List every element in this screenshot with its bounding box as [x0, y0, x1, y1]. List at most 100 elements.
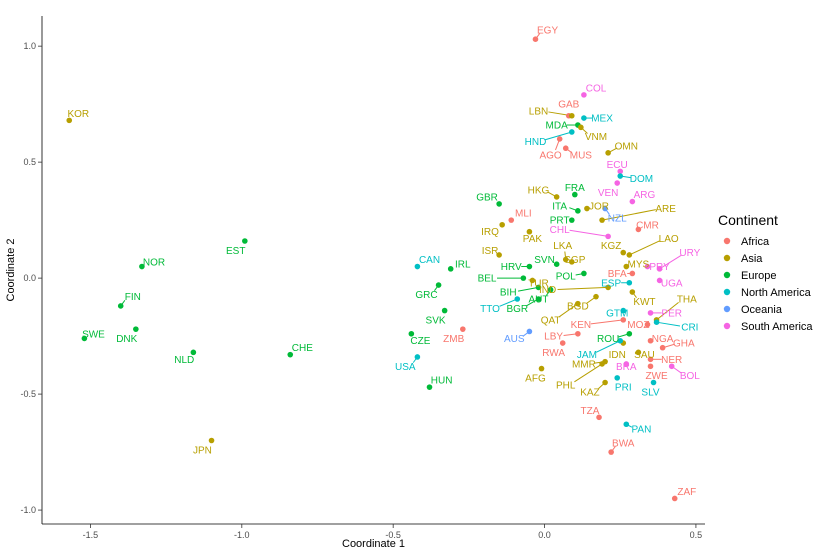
point-label-bgd: BGD	[567, 301, 589, 312]
point-label-can: CAN	[419, 255, 440, 266]
data-points	[66, 36, 678, 502]
point-label-zaf: ZAF	[677, 487, 696, 498]
data-point-egy	[532, 36, 539, 42]
point-label-tza: TZA	[581, 406, 600, 417]
data-point-mli	[508, 217, 515, 223]
data-point-omn	[605, 150, 611, 156]
data-point-ind	[605, 284, 611, 291]
data-point-ner	[647, 356, 654, 363]
point-label-nld: NLD	[174, 355, 194, 366]
point-label-mmr: MMR	[572, 359, 596, 370]
point-label-ken: KEN	[571, 320, 592, 331]
data-point-kgz	[620, 249, 627, 256]
point-label-gtm: GTM	[606, 308, 628, 319]
x-tick-label: -1.0	[234, 530, 250, 540]
data-point-mus	[562, 145, 569, 152]
data-point-nzl	[602, 205, 608, 212]
point-label-bra: BRA	[616, 362, 637, 373]
data-point-kwt	[629, 289, 636, 295]
legend-swatch	[723, 288, 731, 296]
data-point-svk	[441, 307, 448, 314]
data-point-ecu	[617, 168, 624, 175]
y-tick-label: -1.0	[20, 505, 36, 515]
data-point-bgd	[593, 293, 599, 300]
point-label-mda: MDA	[546, 121, 569, 132]
point-label-pak: PAK	[523, 234, 543, 245]
data-point-prt	[568, 217, 575, 223]
legend-entry-label: North America	[741, 287, 812, 299]
point-label-zwe: ZWE	[645, 371, 668, 382]
data-point-are	[599, 217, 605, 223]
point-label-afg: AFG	[525, 373, 546, 384]
point-label-pan: PAN	[632, 424, 652, 435]
data-point-bih	[535, 284, 542, 291]
point-label-bih: BIH	[500, 288, 517, 299]
point-label-lka: LKA	[553, 241, 572, 252]
point-label-moz: MOZ	[627, 320, 649, 331]
point-label-mys: MYS	[628, 260, 650, 271]
data-point-sau	[635, 349, 642, 356]
data-point-rwa	[559, 340, 566, 346]
data-point-hun	[426, 384, 433, 390]
legend: Continent Africa Asia Europe North America O…	[718, 212, 813, 333]
x-tick-label: 0.0	[538, 530, 551, 540]
x-tick-label: 0.5	[690, 530, 703, 540]
point-label-sau: SAU	[634, 350, 655, 361]
data-point-bra	[623, 361, 630, 367]
y-ticks: -1.0 -0.5 0.0 0.5 1.0	[20, 41, 42, 515]
data-point-uga	[656, 277, 663, 284]
point-label-ecu: ECU	[607, 160, 628, 171]
point-label-idn: IDN	[609, 350, 626, 361]
data-point-bel	[520, 275, 527, 281]
data-point-jor	[584, 205, 590, 212]
point-label-gab: GAB	[558, 100, 579, 111]
x-tick-label: -1.5	[83, 530, 99, 540]
point-label-qat: QAT	[541, 315, 561, 326]
y-tick-label: 0.5	[23, 157, 36, 167]
point-label-kgz: KGZ	[601, 241, 622, 252]
data-point-can	[414, 263, 421, 270]
legend-swatch	[723, 237, 731, 245]
data-point-est	[242, 238, 248, 244]
point-label-tur: TUR	[528, 278, 549, 289]
data-point-ury	[656, 266, 663, 272]
data-point-zmb	[460, 326, 466, 332]
point-label-grc: GRC	[415, 290, 437, 301]
data-point-aut	[547, 286, 554, 293]
data-point-dom	[617, 173, 624, 179]
data-point-bgr	[535, 296, 542, 302]
point-label-slv: SLV	[641, 387, 659, 398]
leader-line	[545, 131, 572, 141]
data-point-lbn	[568, 112, 575, 119]
data-point-qat	[575, 300, 581, 307]
point-label-pol: POL	[556, 271, 576, 282]
leader-line	[557, 286, 609, 290]
point-label-est: EST	[226, 246, 245, 257]
data-point-ven	[614, 180, 621, 186]
data-point-pak	[526, 228, 533, 235]
leader-line	[558, 303, 579, 318]
point-label-rou: ROU	[597, 334, 619, 345]
data-point-hrv	[526, 263, 533, 270]
x-ticks: -1.5 -1.0 -0.5 0.0 0.5	[83, 524, 702, 540]
x-axis-title: Coordinate 1	[342, 538, 405, 550]
data-point-bwa	[608, 449, 614, 455]
point-label-esp: ESP	[601, 278, 621, 289]
point-label-omn: OMN	[615, 141, 638, 152]
data-point-phl	[599, 361, 605, 367]
point-label-isr: ISR	[482, 246, 499, 257]
point-label-pry: PRY	[649, 262, 670, 273]
legend-swatch	[723, 322, 731, 330]
data-point-cmr	[635, 226, 642, 233]
point-label-ner: NER	[661, 355, 682, 366]
data-point-bol	[668, 363, 675, 370]
leader-line	[656, 321, 681, 327]
legend-swatch	[723, 305, 731, 313]
point-label-svn: SVN	[534, 255, 555, 266]
point-label-cri: CRI	[681, 322, 698, 333]
leader-line	[569, 229, 609, 237]
data-point-chl	[605, 233, 611, 240]
data-point-gtm	[620, 307, 627, 314]
point-label-ind: IND	[539, 285, 556, 296]
point-label-tha: THA	[677, 294, 697, 305]
